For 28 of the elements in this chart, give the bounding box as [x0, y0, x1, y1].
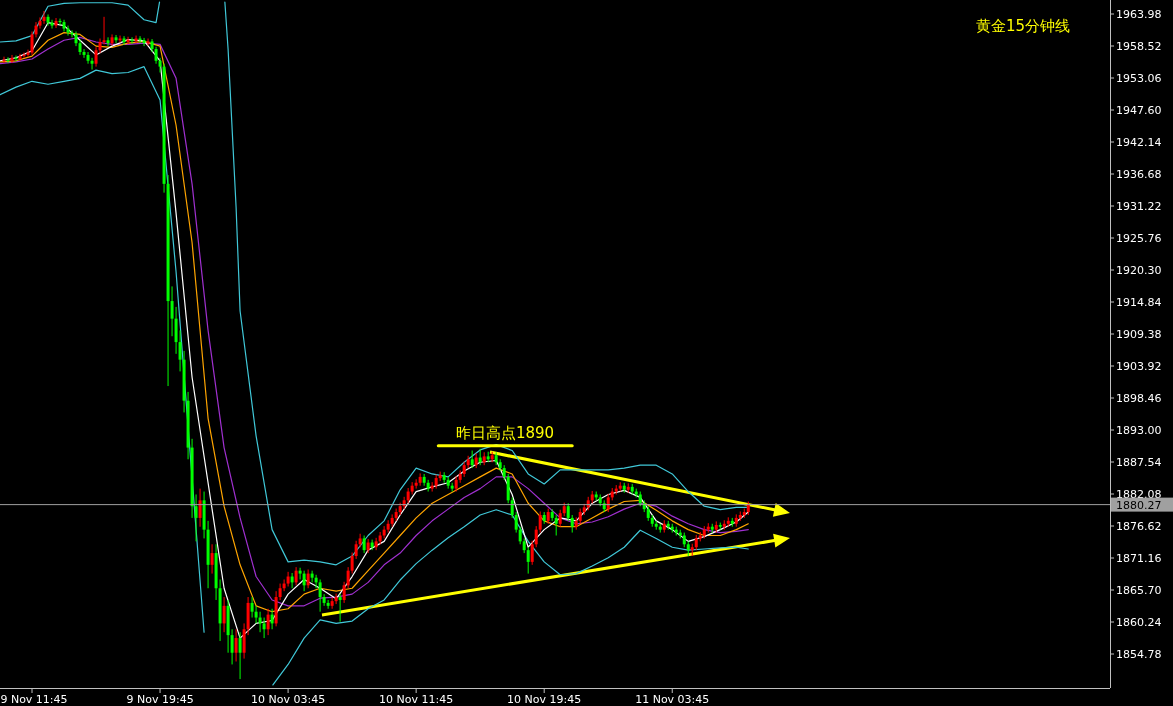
y-tick-label: 1947.60 — [1116, 104, 1162, 118]
y-tick-label: 1931.22 — [1116, 200, 1162, 214]
y-tick-label: 1925.76 — [1116, 232, 1162, 246]
x-tick-label: 10 Nov 19:45 — [507, 693, 582, 706]
y-tick-label: 1865.70 — [1116, 584, 1162, 598]
x-tick-label: 9 Nov 19:45 — [126, 693, 194, 706]
y-tick-label: 1898.46 — [1116, 392, 1162, 406]
annotation: 昨日高点1890 — [455, 423, 555, 442]
x-tick-label: 9 Nov 11:45 — [0, 693, 68, 706]
y-tick-label: 1909.38 — [1116, 328, 1162, 342]
y-tick-label: 1903.92 — [1116, 360, 1162, 374]
y-tick-label: 1860.24 — [1116, 616, 1162, 630]
y-tick-label: 1920.30 — [1116, 264, 1162, 278]
y-tick-label: 1876.62 — [1116, 520, 1162, 534]
y-tick-label: 1914.84 — [1116, 296, 1162, 310]
x-tick-label: 10 Nov 03:45 — [251, 693, 326, 706]
y-tick-label: 1854.78 — [1116, 648, 1162, 662]
y-tick-label: 1936.68 — [1116, 168, 1162, 182]
y-tick-label: 1887.54 — [1116, 456, 1162, 470]
y-tick-label: 1871.16 — [1116, 552, 1162, 566]
x-tick-label: 10 Nov 11:45 — [379, 693, 454, 706]
y-tick-label: 1963.98 — [1116, 8, 1162, 22]
y-tick-label: 1958.52 — [1116, 40, 1162, 54]
y-tick-label: 1953.06 — [1116, 72, 1162, 86]
x-tick-label: 11 Nov 03:45 — [635, 693, 710, 706]
y-tick-label: 1893.00 — [1116, 424, 1162, 438]
y-tick-label: 1942.14 — [1116, 136, 1162, 150]
text: 黄金15分钟线 — [975, 17, 1071, 35]
